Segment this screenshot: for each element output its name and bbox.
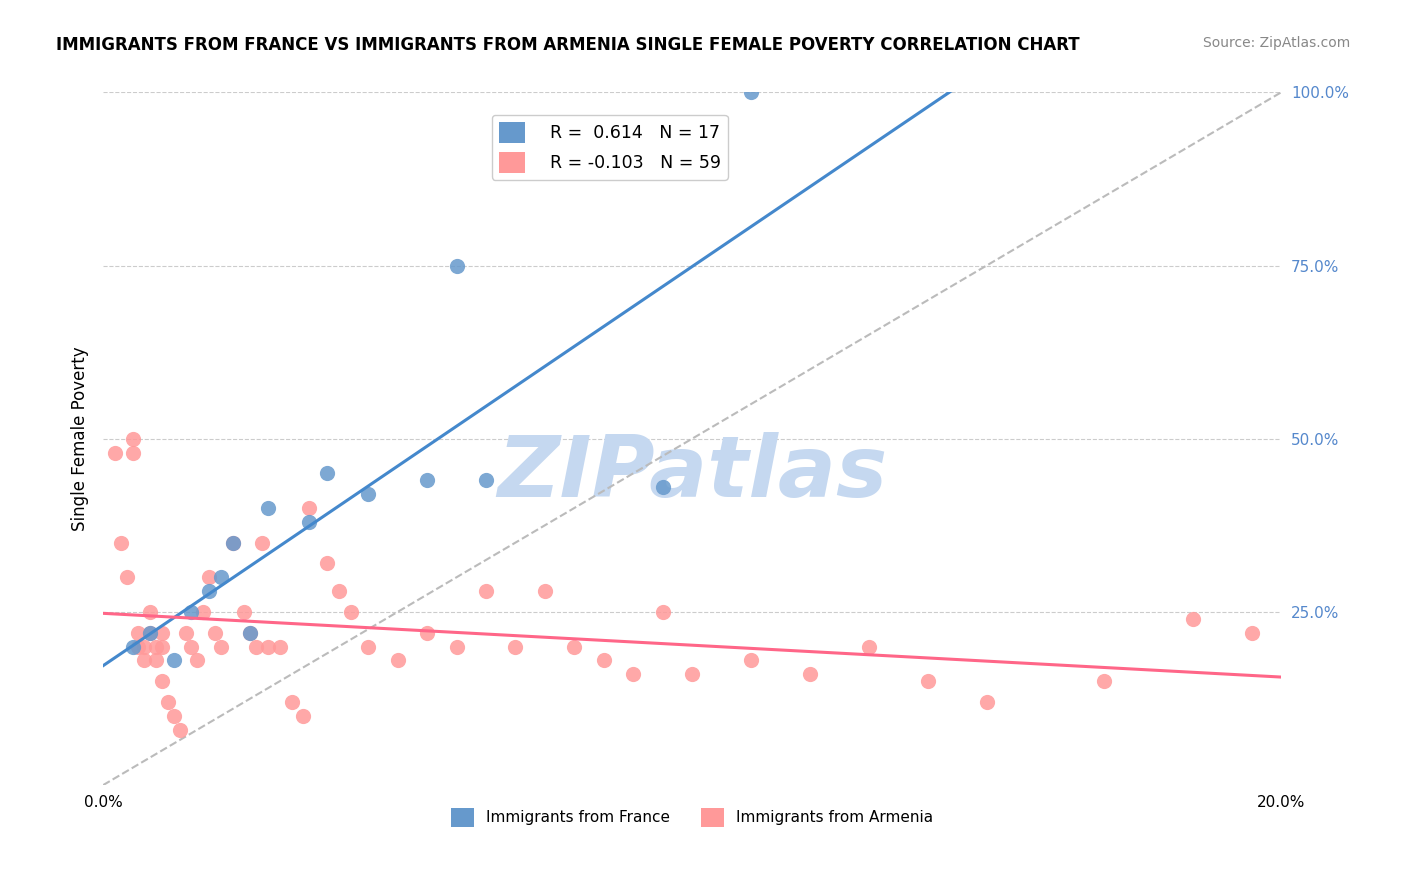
Point <box>269 640 291 654</box>
Point <box>917 674 939 689</box>
Point <box>592 653 614 667</box>
Point <box>169 723 191 737</box>
Point <box>104 445 127 459</box>
Point <box>139 625 162 640</box>
Point <box>245 640 267 654</box>
Point <box>740 86 762 100</box>
Point <box>446 259 468 273</box>
Point <box>145 653 167 667</box>
Point <box>257 501 280 516</box>
Point <box>681 667 703 681</box>
Point <box>416 473 439 487</box>
Point <box>339 605 361 619</box>
Point <box>127 625 149 640</box>
Point <box>139 605 162 619</box>
Point <box>198 570 221 584</box>
Point <box>387 653 409 667</box>
Point <box>180 640 202 654</box>
Point <box>233 605 256 619</box>
Point <box>280 695 302 709</box>
Point <box>651 480 673 494</box>
Point <box>134 653 156 667</box>
Point <box>475 584 498 599</box>
Point <box>127 640 149 654</box>
Point <box>357 640 380 654</box>
Point <box>621 667 644 681</box>
Point <box>222 535 245 549</box>
Point <box>1092 674 1115 689</box>
Point <box>209 640 232 654</box>
Point <box>239 625 262 640</box>
Point <box>222 535 245 549</box>
Text: Source: ZipAtlas.com: Source: ZipAtlas.com <box>1202 36 1350 50</box>
Point <box>740 653 762 667</box>
Point <box>446 640 468 654</box>
Point <box>799 667 821 681</box>
Point <box>163 708 186 723</box>
Point <box>239 625 262 640</box>
Point <box>976 695 998 709</box>
Point <box>204 625 226 640</box>
Point <box>357 487 380 501</box>
Point <box>475 473 498 487</box>
Point <box>121 432 143 446</box>
Text: IMMIGRANTS FROM FRANCE VS IMMIGRANTS FROM ARMENIA SINGLE FEMALE POVERTY CORRELAT: IMMIGRANTS FROM FRANCE VS IMMIGRANTS FRO… <box>56 36 1080 54</box>
Point <box>180 605 202 619</box>
Point <box>150 640 173 654</box>
Point <box>858 640 880 654</box>
Point <box>1240 625 1263 640</box>
Point <box>174 625 197 640</box>
Point <box>292 708 315 723</box>
Point <box>150 625 173 640</box>
Point <box>115 570 138 584</box>
Text: ZIPatlas: ZIPatlas <box>496 432 887 515</box>
Point <box>163 653 186 667</box>
Point <box>198 584 221 599</box>
Point <box>250 535 273 549</box>
Point <box>193 605 215 619</box>
Y-axis label: Single Female Poverty: Single Female Poverty <box>72 346 89 531</box>
Point <box>156 695 179 709</box>
Point <box>139 625 162 640</box>
Point <box>209 570 232 584</box>
Point <box>257 640 280 654</box>
Point <box>298 501 321 516</box>
Point <box>110 535 132 549</box>
Point <box>328 584 350 599</box>
Point <box>150 674 173 689</box>
Point <box>534 584 557 599</box>
Point <box>651 605 673 619</box>
Legend: Immigrants from France, Immigrants from Armenia: Immigrants from France, Immigrants from … <box>446 802 939 833</box>
Point <box>145 640 167 654</box>
Point <box>505 640 527 654</box>
Point <box>121 445 143 459</box>
Point <box>121 640 143 654</box>
Point <box>416 625 439 640</box>
Point <box>562 640 585 654</box>
Point <box>316 557 339 571</box>
Point <box>316 467 339 481</box>
Point <box>134 640 156 654</box>
Point <box>298 515 321 529</box>
Point <box>186 653 208 667</box>
Point <box>1181 612 1204 626</box>
